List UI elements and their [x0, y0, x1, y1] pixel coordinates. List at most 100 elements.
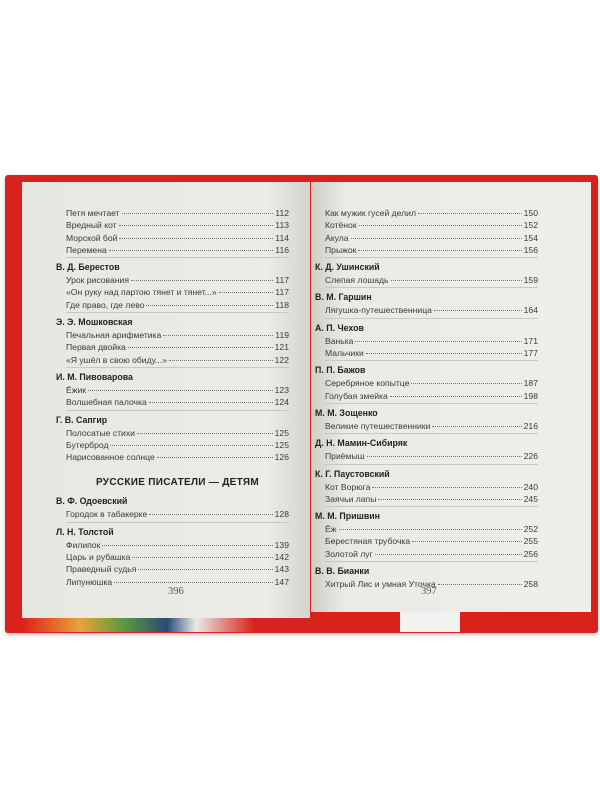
entry-title: Бутерброд — [66, 439, 109, 450]
author-name: В. В. Бианки — [315, 566, 370, 577]
dot-leader — [138, 569, 273, 571]
entry-title: Лягушка-путешественница — [325, 305, 432, 316]
entry-title: Серебряное копытце — [325, 378, 410, 389]
toc-entry: Серебряное копытце 187 — [325, 377, 538, 389]
entry-title: Заячьи лапы — [325, 493, 377, 504]
entry-page: 150 — [523, 208, 538, 218]
table-of-contents-right: Как мужик гусей делил 150 Котёнок 152 Акула 1… — [315, 204, 538, 590]
dot-leader — [372, 486, 522, 488]
toc-author-group: Э. Э. Мошковская Печальная арифметика 119 П… — [56, 312, 289, 366]
entry-title: Великие путешественники — [325, 420, 431, 431]
toc-author-group: Л. Н. Толстой Филипок 139 Царь и рубашка 142… — [56, 521, 289, 588]
toc-entry: Хитрый Лис и умная Уточка 258 — [325, 578, 538, 590]
dot-leader — [146, 304, 274, 306]
toc-entry: Вредный кот 113 — [66, 219, 289, 231]
dot-leader — [218, 292, 274, 294]
toc-entry: Перемена 116 — [66, 244, 289, 256]
toc-entry: Котёнок 152 — [325, 219, 538, 231]
entry-page: 139 — [274, 539, 289, 550]
toc-entry: Золотой луг 256 — [325, 548, 538, 560]
toc-entry: Приёмыш 226 — [325, 450, 538, 462]
toc-entry: Слепая лошадь 159 — [325, 274, 538, 286]
entry-page: 187 — [523, 378, 538, 389]
toc-entry: Печальная арифметика 119 — [66, 329, 289, 341]
dot-leader — [417, 213, 522, 214]
toc-author-group: П. П. Бажов Серебряное копытце 187 Голубая … — [315, 360, 538, 402]
toc-entry: Морской бой 114 — [66, 232, 289, 244]
entry-title: Ёж — [325, 524, 337, 535]
dot-leader — [127, 347, 273, 349]
dot-leader — [355, 340, 522, 342]
entry-page: 171 — [523, 335, 538, 346]
toc-author-group: В. Ф. Одоевский Городок в табакерке 128 — [56, 492, 289, 520]
entry-page: 116 — [275, 244, 289, 255]
toc-entry: Ёжик 123 — [66, 384, 289, 396]
entry-page: 128 — [274, 509, 289, 520]
entry-page: 147 — [274, 576, 289, 587]
dot-leader — [136, 432, 273, 434]
dot-leader — [358, 249, 522, 251]
entry-title: Кот Ворюга — [325, 481, 371, 492]
dot-leader — [411, 383, 522, 385]
entry-title: Городок в табакерке — [66, 509, 148, 520]
dot-leader — [119, 237, 274, 239]
entry-title: Хитрый Лис и умная Уточка — [325, 579, 436, 590]
toc-author-group: К. Д. Ушинский Слепая лошадь 159 — [315, 257, 538, 286]
author-name: М. М. Зощенко — [315, 407, 378, 418]
entry-page: 114 — [275, 232, 289, 243]
entry-page: 119 — [275, 330, 289, 341]
toc-entry: Нарисованное солнце 126 — [66, 451, 289, 463]
entry-page: 240 — [523, 481, 538, 492]
toc-entry: Голубая змейка 198 — [325, 390, 538, 402]
dot-leader — [412, 541, 522, 543]
entry-title: Первая двойка — [66, 342, 126, 353]
dot-leader — [365, 353, 522, 355]
entry-page: 122 — [274, 354, 289, 365]
dot-leader — [118, 225, 274, 227]
entry-title: Нарисованное солнце — [66, 452, 155, 463]
dot-leader — [149, 514, 273, 516]
toc-entry: Кот Ворюга 240 — [325, 481, 538, 493]
entry-title: «Я ушёл в свою обиду...» — [66, 354, 167, 365]
author-name: В. Ф. Одоевский — [56, 496, 128, 507]
toc-entry: Городок в табакерке 128 — [66, 508, 289, 520]
toc-entry: Ёж 252 — [325, 523, 538, 535]
dot-leader — [148, 402, 273, 404]
entry-page: 121 — [274, 342, 289, 353]
author-name: Д. Н. Мамин-Сибиряк — [315, 438, 408, 449]
entry-title: Приёмыш — [325, 451, 365, 462]
dot-leader — [366, 456, 522, 458]
dot-leader — [358, 225, 522, 227]
entry-title: Акула — [325, 232, 349, 243]
toc-entry: Урок рисования 117 — [66, 274, 289, 286]
entry-title: Полосатые стихи — [66, 427, 135, 438]
toc-entry: Акула 154 — [325, 232, 538, 244]
toc-entry: Бутерброд 125 — [66, 439, 289, 451]
entry-title: Филипок — [66, 539, 101, 550]
page-number: 396 — [168, 586, 184, 597]
author-name: Л. Н. Толстой — [56, 526, 114, 537]
entry-page: 154 — [523, 232, 538, 243]
left-page: Петя мечтает 112 Вредный кот 113 Морской бой… — [22, 182, 310, 618]
entry-page: 125 — [274, 427, 289, 438]
entry-page: 126 — [274, 452, 289, 463]
toc-entry: Берестяная трубочка 255 — [325, 535, 538, 547]
entry-page: 117 — [275, 275, 289, 286]
toc-entry: Филипок 139 — [66, 539, 289, 551]
author-name: М. М. Пришвин — [315, 511, 380, 522]
entry-page: 152 — [523, 220, 538, 231]
entry-title: Прыжок — [325, 244, 357, 255]
toc-entry: Петя мечтает 112 — [66, 207, 289, 219]
dot-leader — [432, 425, 522, 427]
entry-page: 118 — [275, 299, 289, 310]
entry-page: 226 — [523, 451, 538, 462]
entry-page: 123 — [274, 384, 289, 395]
dot-leader — [88, 389, 273, 391]
page-number: 397 — [421, 586, 437, 597]
cover-illustration — [400, 612, 460, 632]
entry-page: 112 — [275, 208, 289, 218]
entry-title: Ёжик — [66, 384, 87, 395]
entry-page: 156 — [523, 244, 538, 255]
dot-leader — [114, 581, 273, 583]
table-of-contents-left: Петя мечтает 112 Вредный кот 113 Морской бой… — [56, 204, 289, 588]
